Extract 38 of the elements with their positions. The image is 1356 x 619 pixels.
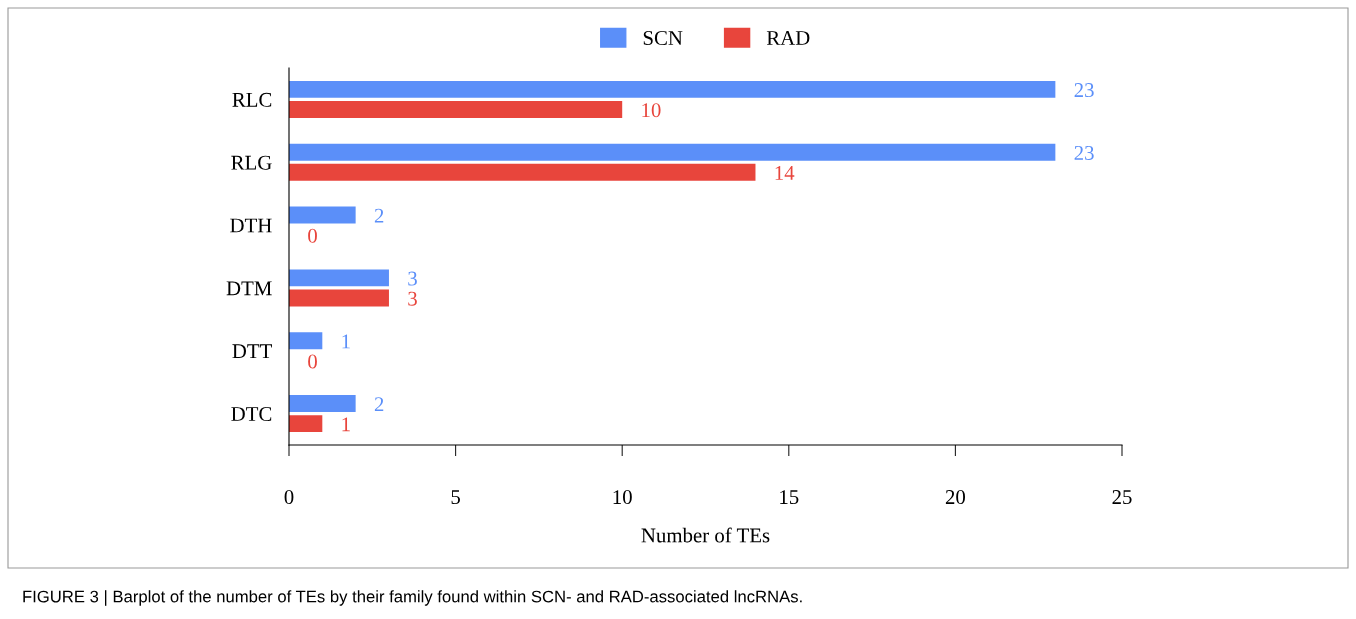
legend-label: RAD (766, 31, 810, 45)
bar (289, 289, 389, 307)
y-tick-label: DTH (230, 218, 272, 233)
data-label: 1 (342, 334, 350, 349)
bar (289, 143, 1056, 161)
y-tick-label: DTT (232, 344, 272, 359)
caption: FIGURE 3 | Barplot of the number of TEs by their family found within SCN- and RAD-associated lncRNAs. (23, 590, 802, 606)
bar (289, 163, 756, 181)
x-tick-label: 15 (780, 490, 799, 505)
x-tick-label: 5 (451, 490, 460, 505)
bar (289, 100, 623, 118)
bar (289, 395, 356, 413)
data-label: 2 (374, 208, 384, 223)
x-tick-label: 10 (613, 490, 632, 505)
data-label: 23 (1074, 145, 1094, 160)
bar (289, 206, 356, 224)
data-label: 23 (1074, 83, 1094, 98)
y-tick-label: RLG (231, 155, 272, 170)
y-tick-label: DTM (226, 281, 272, 296)
y-tick-label: DTC (231, 407, 272, 422)
data-label: 3 (408, 291, 417, 306)
x-tick-label: 0 (284, 490, 294, 505)
x-axis-title: Number of TEs (641, 527, 770, 543)
bar (289, 269, 389, 287)
x-tick-label: 25 (1112, 490, 1132, 505)
bar (289, 80, 1056, 98)
legend-label: SCN (643, 31, 683, 46)
data-label: 3 (408, 271, 417, 286)
bar (289, 332, 323, 350)
data-label: 2 (374, 397, 384, 412)
data-label: 10 (642, 103, 661, 118)
data-label: 0 (308, 228, 317, 243)
x-tick-label: 20 (945, 490, 966, 505)
data-label: 1 (342, 417, 350, 432)
bar (289, 415, 323, 433)
data-label: 0 (308, 354, 317, 369)
y-tick-label: RLC (232, 92, 272, 107)
data-label: 14 (775, 166, 795, 180)
